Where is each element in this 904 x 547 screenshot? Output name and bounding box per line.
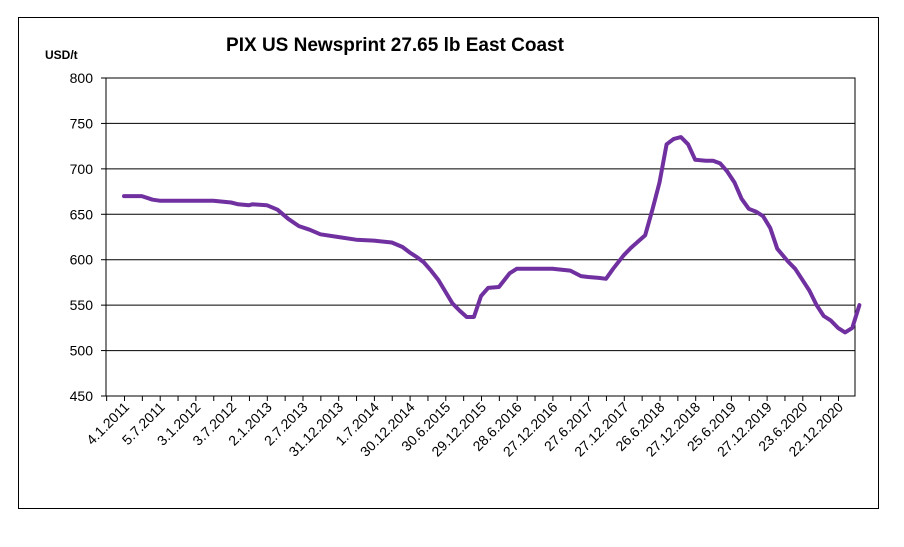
y-tick-label: 750 [70,115,94,131]
y-axis-label: USD/t [45,48,78,62]
chart-title: PIX US Newsprint 27.65 lb East Coast [226,35,565,56]
y-tick-label: 450 [70,388,94,404]
chart-frame [18,17,879,509]
y-tick-label: 500 [70,343,94,359]
plot-border [105,77,856,397]
y-tick-label: 800 [70,70,94,86]
y-tick-label: 550 [70,297,94,313]
plot-area: 4505005506006507007508004.1.20115.7.2011… [70,70,862,460]
series-line [122,135,862,335]
y-tick-label: 650 [70,206,94,222]
y-tick-label: 600 [70,252,94,268]
y-tick-label: 700 [70,161,94,177]
